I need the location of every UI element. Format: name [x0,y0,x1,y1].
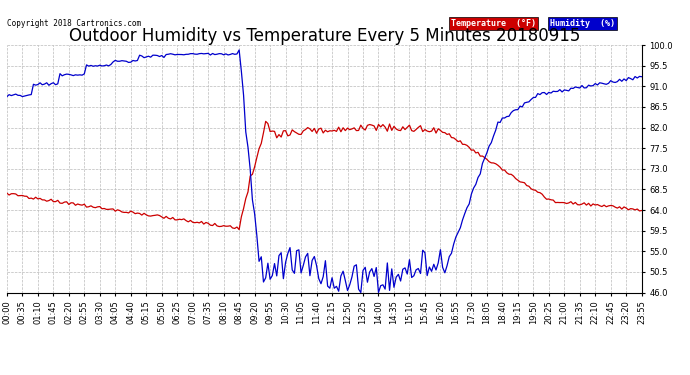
Text: Humidity  (%): Humidity (%) [550,19,615,28]
Text: Copyright 2018 Cartronics.com: Copyright 2018 Cartronics.com [7,19,141,28]
Title: Outdoor Humidity vs Temperature Every 5 Minutes 20180915: Outdoor Humidity vs Temperature Every 5 … [68,27,580,45]
Text: Temperature  (°F): Temperature (°F) [451,19,536,28]
